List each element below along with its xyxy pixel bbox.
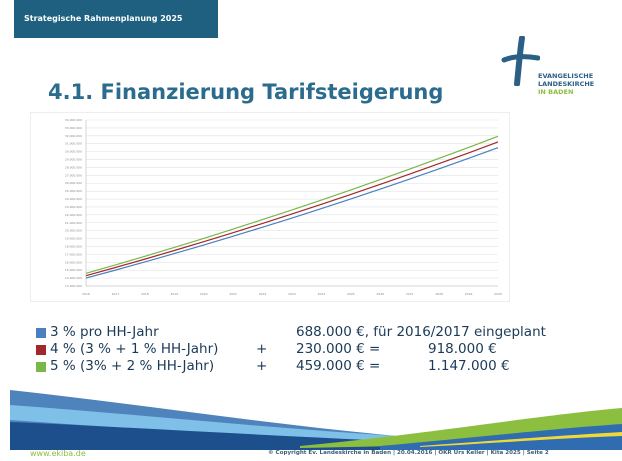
y-tick-label: 14.000.000	[65, 276, 82, 280]
note-cell: 230.000 € =	[296, 341, 380, 357]
x-tick-label: 2024	[318, 292, 326, 296]
y-tick-label: 23.000.000	[65, 205, 82, 209]
y-tick-label: 15.000.000	[65, 268, 82, 272]
logo-cross	[500, 36, 540, 86]
wave-decoration	[0, 380, 622, 450]
y-tick-label: 19.000.000	[65, 237, 82, 241]
note-cell: 688.000 €, für 2016/2017 eingeplant	[296, 324, 546, 340]
legend-swatch	[36, 345, 46, 355]
y-tick-label: 21.000.000	[65, 221, 82, 225]
y-tick-label: 20.000.000	[65, 229, 82, 233]
y-tick-label: 32.000.000	[65, 134, 82, 138]
legend-label: 3 % pro HH-Jahr	[50, 324, 159, 340]
footer-website: www.ekiba.de	[30, 449, 86, 458]
x-tick-label: 2021	[229, 292, 237, 296]
legend-swatch	[36, 328, 46, 338]
y-tick-label: 34.000.000	[65, 118, 82, 122]
y-tick-label: 25.000.000	[65, 189, 82, 193]
y-tick-label: 27.000.000	[65, 173, 82, 177]
x-tick-label: 2028	[435, 292, 443, 296]
x-tick-label: 2023	[288, 292, 296, 296]
y-tick-label: 31.000.000	[65, 142, 82, 146]
x-tick-label: 2017	[112, 292, 120, 296]
y-tick-label: 30.000.000	[65, 150, 82, 154]
logo-line: LANDESKIRCHE	[538, 80, 594, 88]
logo-line: IN BADEN	[538, 88, 594, 96]
y-tick-label: 29.000.000	[65, 158, 82, 162]
slide-title: 4.1. Finanzierung Tarifsteigerung	[48, 80, 443, 104]
y-tick-label: 13.000.000	[65, 284, 82, 288]
legend-label: 4 % (3 % + 1 % HH-Jahr)	[50, 341, 218, 357]
y-tick-label: 17.000.000	[65, 252, 82, 256]
x-tick-label: 2018	[141, 292, 149, 296]
logo-line: EVANGELISCHE	[538, 72, 594, 80]
x-tick-label: 2025	[347, 292, 355, 296]
note-cell: +	[256, 358, 267, 374]
y-tick-label: 24.000.000	[65, 197, 82, 201]
note-cell: +	[256, 341, 267, 357]
x-tick-label: 2022	[259, 292, 267, 296]
x-tick-label: 2030	[494, 292, 502, 296]
slide: {"header": {"title": "Strategische Rahme…	[0, 0, 622, 461]
legend-swatch	[36, 362, 46, 372]
note-cell: 1.147.000 €	[428, 358, 510, 374]
x-tick-label: 2020	[200, 292, 208, 296]
y-tick-label: 33.000.000	[65, 126, 82, 130]
x-tick-label: 2016	[82, 292, 90, 296]
note-cell: 459.000 € =	[296, 358, 380, 374]
legend-label: 5 % (3% + 2 % HH-Jahr)	[50, 358, 214, 374]
header-box: Strategische Rahmenplanung 2025	[14, 0, 218, 38]
y-tick-label: 16.000.000	[65, 260, 82, 264]
header-title: Strategische Rahmenplanung 2025	[24, 14, 183, 23]
x-tick-label: 2019	[170, 292, 178, 296]
chart: 13.000.000 14.000.000 15.000.000 16.000.000…	[30, 112, 510, 302]
x-tick-label: 2027	[406, 292, 414, 296]
y-tick-label: 26.000.000	[65, 181, 82, 185]
y-tick-label: 22.000.000	[65, 213, 82, 217]
y-tick-label: 28.000.000	[65, 165, 82, 169]
x-tick-label: 2026	[376, 292, 384, 296]
y-tick-label: 18.000.000	[65, 244, 82, 248]
footer-copyright: © Copyright Ev. Landeskirche in Baden | …	[268, 450, 549, 456]
logo-text: EVANGELISCHE LANDESKIRCHE IN BADEN	[538, 72, 594, 96]
x-tick-label: 2029	[465, 292, 473, 296]
note-cell: 918.000 €	[428, 341, 497, 357]
